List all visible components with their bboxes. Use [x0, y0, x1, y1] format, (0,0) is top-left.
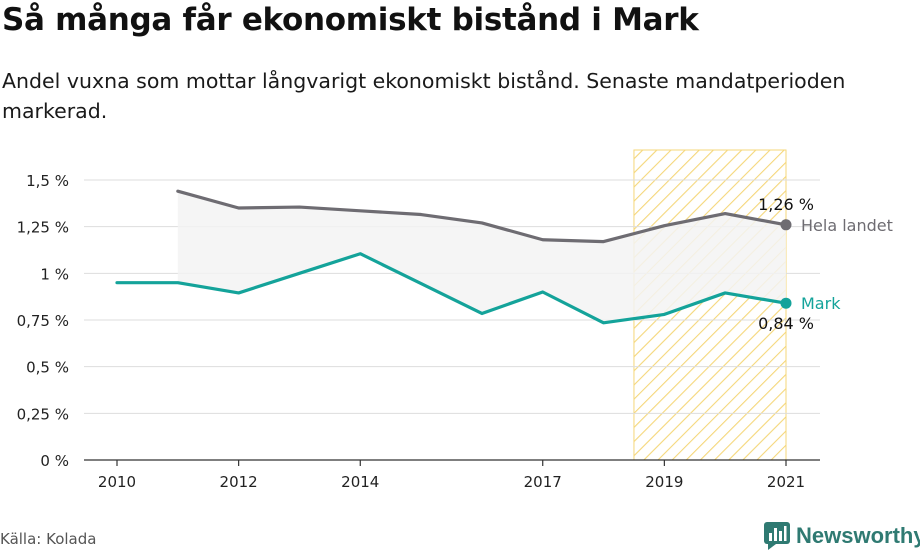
y-tick-label: 1,25 % [17, 219, 69, 237]
brand-name: Newsworthy [796, 523, 920, 548]
end-point-mark [780, 297, 792, 309]
y-tick-label: 0,75 % [17, 312, 69, 330]
end-point-hela-landet [780, 219, 792, 231]
y-tick-label: 0 % [40, 452, 69, 470]
series-name-label: Mark [801, 294, 841, 313]
source-note: Källa: Kolada [0, 530, 97, 548]
newsworthy-logo: Newsworthy [764, 520, 920, 552]
y-tick-label: 1 % [40, 265, 69, 283]
x-tick-label: 2021 [767, 473, 805, 491]
x-tick-label: 2017 [524, 473, 562, 491]
y-tick-label: 0,5 % [26, 359, 69, 377]
series-line-mark [115, 252, 788, 325]
end-value-label: 0,84 % [758, 314, 814, 333]
chart-subtitle: Andel vuxna som mottar långvarigt ekonom… [2, 69, 846, 123]
series-name-label: Hela landet [801, 216, 893, 235]
y-tick-label: 1,5 % [26, 172, 69, 190]
series-line-hela-landet [176, 189, 788, 244]
end-value-label: 1,26 % [758, 195, 814, 214]
x-tick-label: 2012 [220, 473, 258, 491]
y-tick-label: 0,25 % [17, 405, 69, 423]
x-tick-label: 2014 [341, 473, 379, 491]
difference-area [177, 191, 786, 323]
newsworthy-icon [764, 522, 790, 550]
chart-title: Så många får ekonomiskt bistånd i Mark [2, 2, 699, 38]
x-tick-label: 2010 [98, 473, 136, 491]
x-tick-label: 2019 [645, 473, 683, 491]
